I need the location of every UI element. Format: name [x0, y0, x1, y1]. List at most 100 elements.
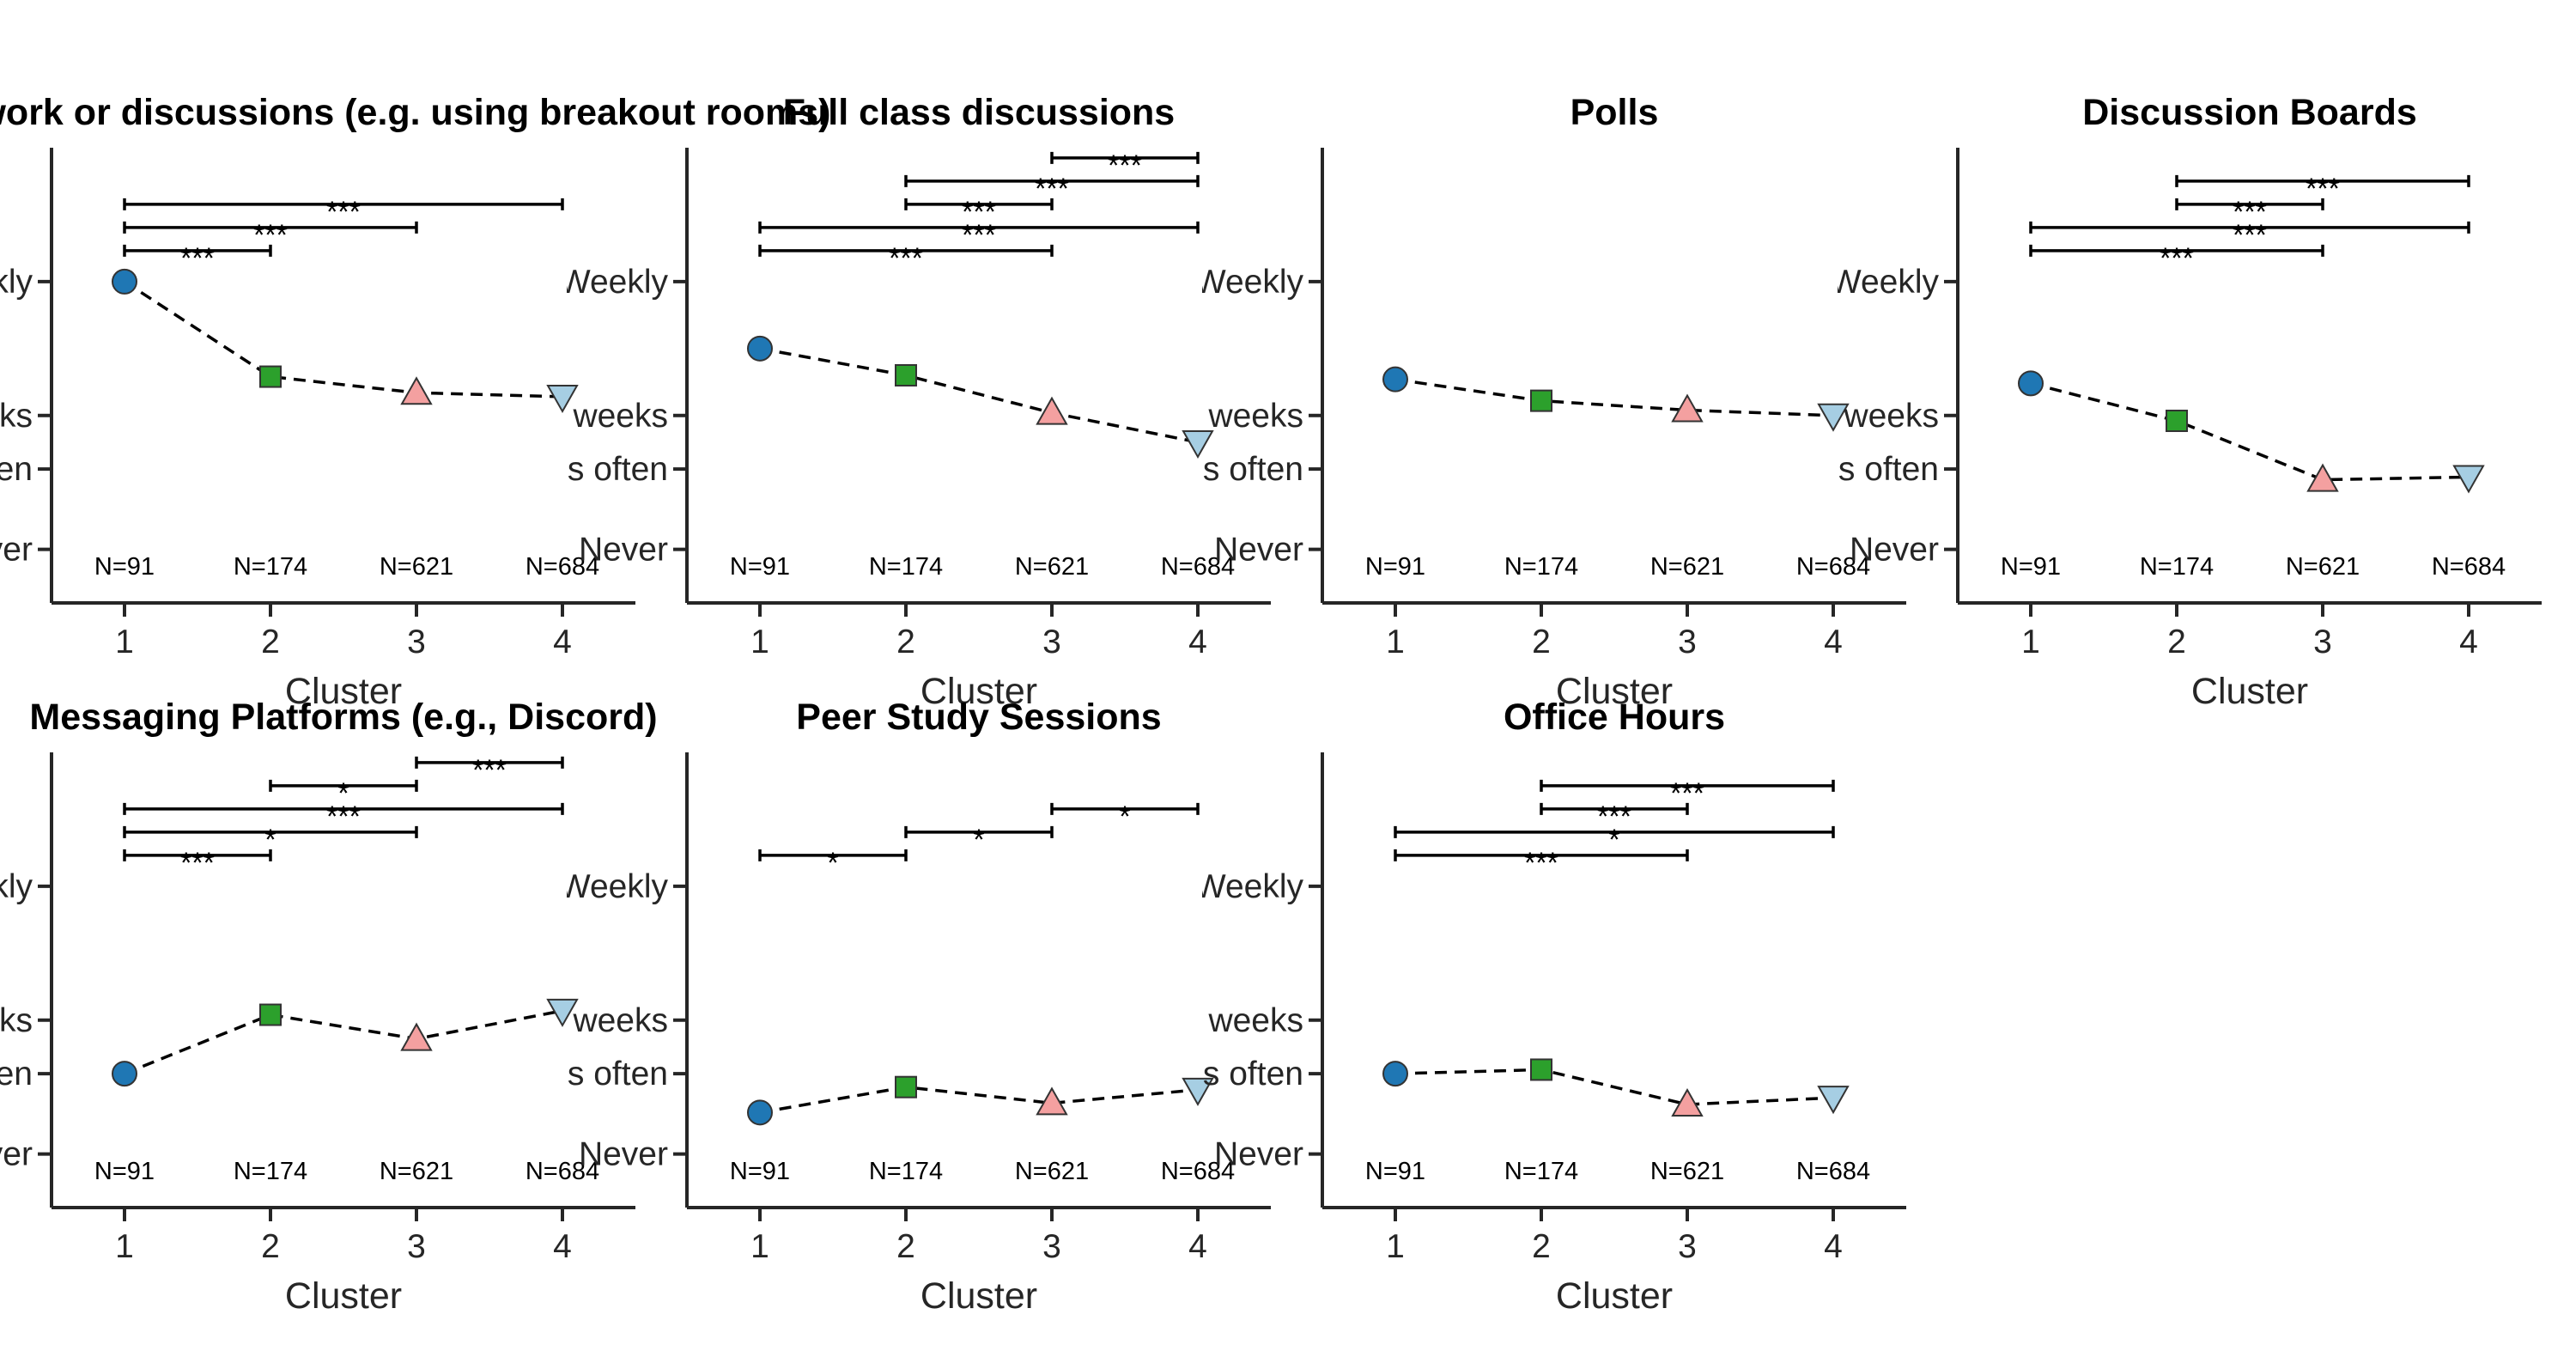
x-tick-label: 4: [1824, 1228, 1843, 1265]
y-tick-label: Less often: [513, 1056, 668, 1092]
panel-title: Polls: [1571, 92, 1659, 133]
y-tick-label: Weekly: [559, 264, 669, 301]
n-label: N=91: [2001, 553, 2061, 581]
significance-label: ***: [962, 219, 996, 252]
n-label: N=684: [1796, 553, 1870, 581]
significance-label: *: [1119, 800, 1130, 833]
panel-6: Peer Study Sessions Never Less often Every …: [416, 697, 1271, 1317]
x-tick-label: 2: [896, 1228, 915, 1265]
y-tick-label: Never: [579, 532, 668, 569]
n-label: N=174: [1504, 553, 1578, 581]
bracket-line: [1540, 802, 1689, 815]
significance-label: ***: [1524, 847, 1558, 879]
cluster-1-marker: [112, 1061, 137, 1087]
cluster-1-marker: [1382, 1061, 1408, 1087]
significance-bracket: *: [904, 824, 1054, 856]
trend-line: [1394, 377, 1834, 417]
significance-label: ***: [1597, 800, 1631, 833]
cluster-4-marker: [546, 384, 579, 413]
n-label: N=684: [1161, 553, 1235, 581]
significance-label: ***: [2233, 196, 2267, 228]
significance-bracket: ***: [1540, 800, 1689, 833]
n-label: N=91: [94, 553, 155, 581]
n-label: N=621: [2286, 553, 2360, 581]
cluster-2-marker: [1530, 1058, 1552, 1081]
y-tick-labels: Never Less often Every few weeks Weekly: [0, 264, 33, 569]
x-tick-label: 1: [115, 1228, 134, 1265]
y-tick-label: Never: [1214, 532, 1303, 569]
x-tick-label: 4: [553, 1228, 572, 1265]
y-tick-labels: Never Less often Every few weeks Weekly: [1052, 868, 1304, 1173]
n-label: N=91: [1365, 1158, 1425, 1185]
significance-bracket: ***: [2029, 219, 2470, 252]
panel-2: Full class discussions Never Less often Eve…: [513, 92, 1271, 712]
trend-line: [124, 1009, 563, 1075]
n-label: N=621: [380, 1158, 453, 1185]
x-tick-label: 2: [1532, 624, 1551, 660]
cluster-2-marker: [1530, 389, 1552, 412]
significance-label: ***: [326, 196, 361, 228]
n-label: N=684: [1161, 1158, 1235, 1185]
cluster-2-marker: [259, 1003, 282, 1026]
significance-bracket: ***: [2175, 173, 2470, 205]
x-tick-label: 2: [2167, 624, 2186, 660]
panel-title: Discussion Boards: [2082, 92, 2417, 133]
cluster-1-marker: [112, 268, 137, 295]
panel-7: Office Hours Never Less often Every few wee…: [1052, 697, 1906, 1317]
significance-bracket: ***: [758, 219, 1200, 252]
cluster-2-marker: [895, 364, 917, 386]
n-label: N=174: [869, 1158, 943, 1185]
n-label: N=621: [380, 553, 453, 581]
y-tick-labels: Never Less often Every few weeks Weekly: [416, 868, 668, 1173]
significance-label: ***: [472, 754, 507, 787]
y-tick-label: Less often: [513, 451, 668, 488]
significance-bracket: *: [1394, 824, 1835, 856]
x-tick-label: 1: [1386, 624, 1405, 660]
y-tick-label: Weekly: [1830, 264, 1940, 301]
n-label: N=621: [1015, 1158, 1089, 1185]
n-label: N=91: [730, 1158, 790, 1185]
significance-bracket: *: [758, 847, 908, 879]
significance-label: *: [337, 777, 349, 810]
cluster-3-marker: [400, 376, 433, 405]
y-tick-label: Every few weeks: [1052, 398, 1303, 435]
bracket-line: [758, 849, 908, 861]
trend-line: [2030, 381, 2470, 482]
significance-bracket: ***: [2175, 196, 2324, 228]
x-tick-label: 1: [115, 624, 134, 660]
panel-title: Office Hours: [1504, 697, 1725, 738]
significance-label: ***: [1035, 173, 1069, 205]
significance-label: ***: [962, 196, 996, 228]
x-tick-label: 4: [1824, 624, 1843, 660]
y-tick-label: Less often: [0, 451, 33, 488]
n-label: N=684: [2432, 553, 2506, 581]
panel-5: Messaging Platforms (e.g., Discord) Never…: [0, 697, 658, 1317]
panel-3: Polls Never Less often Every few weeks Weekl…: [1052, 92, 1906, 712]
bracket-line: [2175, 198, 2324, 210]
x-tick-label: 2: [1532, 1228, 1551, 1265]
n-label: N=621: [1650, 553, 1724, 581]
significance-label: ***: [2233, 219, 2267, 252]
n-label: N=91: [730, 553, 790, 581]
x-tick-label: 4: [1188, 624, 1207, 660]
x-tick-label: 1: [750, 1228, 769, 1265]
x-tick-label: 3: [1678, 1228, 1697, 1265]
bracket-line: [758, 221, 1200, 234]
x-axis-label: Cluster: [920, 1275, 1037, 1317]
bracket-line: [1050, 802, 1200, 815]
n-label: N=684: [526, 1158, 599, 1185]
significance-bracket: ***: [123, 219, 418, 252]
y-tick-label: Less often: [1149, 1056, 1303, 1092]
y-tick-label: Every few weeks: [416, 1002, 668, 1039]
x-axis-label: Cluster: [1556, 671, 1673, 712]
y-tick-label: Every few weeks: [1052, 1002, 1303, 1039]
y-tick-label: Less often: [1784, 451, 1939, 488]
n-label: N=684: [1796, 1158, 1870, 1185]
significance-bracket: ***: [1540, 777, 1835, 810]
significance-bracket: ***: [758, 242, 1054, 275]
y-tick-label: Weekly: [1194, 868, 1304, 905]
bracket-line: [904, 198, 1054, 210]
panel-1: Group work or discussions (e.g. using br…: [0, 92, 830, 712]
bracket-line: [123, 825, 418, 838]
